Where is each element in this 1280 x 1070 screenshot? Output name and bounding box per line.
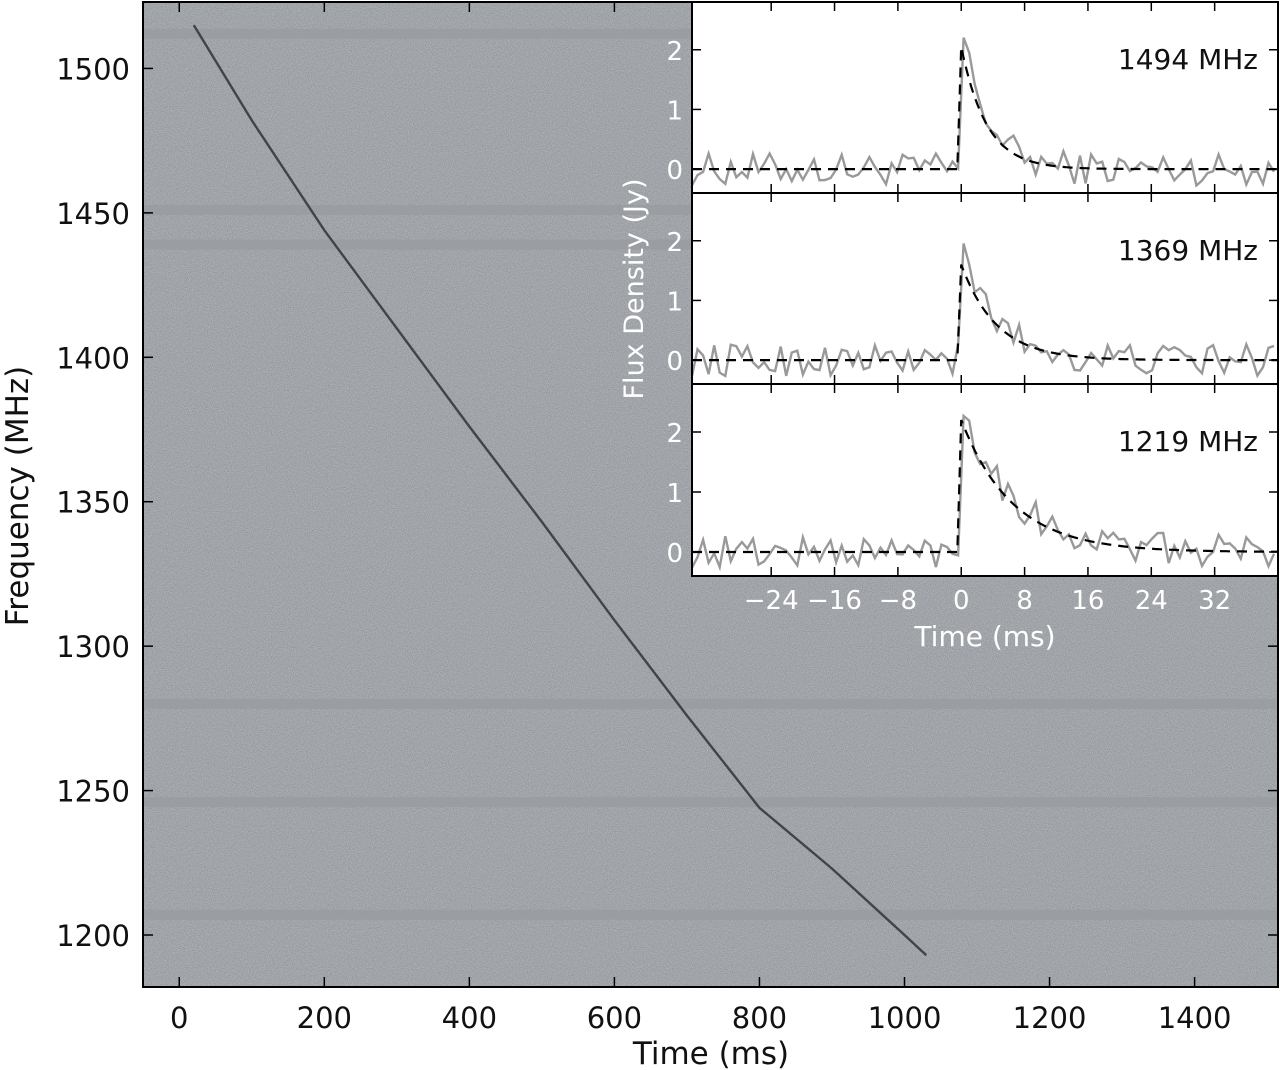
inset-y-tick-label: 0 [666,156,683,186]
inset-data-trace [692,37,1276,188]
inset-x-tick-label: 0 [953,586,970,616]
main-x-tick-label: 600 [587,1001,642,1035]
inset-y-tick-label: 0 [666,347,683,377]
main-x-axis-ticks: 0 200 400 600 800 1000 1200 1400 [170,2,1232,1035]
main-x-tick-label: 800 [732,1001,787,1035]
main-y-tick-label: 1500 [56,52,130,86]
inset-panel-label: 1219 MHz [1118,425,1258,458]
inset-model-fit [692,264,1278,362]
masked-channel-3 [143,698,1278,709]
inset-x-tick-label: 24 [1135,586,1168,616]
inset-y-tick-label: 1 [666,287,683,317]
inset-panel-label: 1494 MHz [1118,43,1258,76]
masked-channel-4 [143,797,1278,808]
inset-panels: 0 1 2 1494 MHz 0 1 2 1369 MHz 0 1 2 1219 MHz [666,1,1279,577]
main-x-tick-label: 200 [297,1001,352,1035]
inset-y-tick-label: 1 [666,479,683,509]
inset-y-tick-label: 2 [666,37,683,67]
main-y-tick-label: 1200 [56,919,130,953]
inset-x-tick-label: −24 [744,586,799,616]
inset-y-tick-label: 0 [666,539,683,569]
inset-panel-frame [691,383,1279,577]
main-x-tick-label: 1400 [1158,1001,1232,1035]
main-y-tick-label: 1350 [56,486,130,520]
inset-model-fit [692,46,1278,171]
main-y-tick-label: 1400 [56,341,130,375]
main-x-tick-label: 1000 [868,1001,942,1035]
inset-model-fit [692,419,1278,554]
main-x-tick-label: 0 [170,1001,188,1035]
inset-y-tick-label: 1 [666,96,683,126]
main-y-tick-label: 1250 [56,775,130,809]
main-x-tick-label: 1200 [1013,1001,1087,1035]
main-y-axis-label: Frequency (MHz) [0,366,36,627]
inset-x-tick-label: 16 [1071,586,1104,616]
inset-x-tick-label: −8 [879,586,917,616]
inset-background [692,2,1278,576]
inset-data-trace [692,243,1275,379]
inset-panel-label: 1369 MHz [1118,234,1258,267]
inset-y-tick-label: 2 [666,228,683,258]
main-y-tick-label: 1450 [56,197,130,231]
inset-panel-1: 0 1 2 1369 MHz [666,192,1279,385]
dispersed-burst-sweep [192,24,928,957]
main-y-tick-label: 1300 [56,630,130,664]
masked-channel-5 [143,909,1278,920]
inset-y-axis-label: Flux Density (Jy) [619,179,650,400]
inset-x-tick-label: −16 [807,586,862,616]
inset-panel-2: 0 1 2 1219 MHz [666,383,1279,577]
inset-data-trace [692,413,1276,572]
inset-x-tick-label: 8 [1016,586,1033,616]
inset-x-tick-label: 32 [1198,586,1231,616]
inset-x-axis-ticks: −24 −16 −8 0 8 16 24 32 [744,586,1231,616]
inset-x-axis-label: Time (ms) [913,620,1055,653]
inset-y-tick-label: 2 [666,419,683,449]
main-x-tick-label: 400 [442,1001,497,1035]
main-x-axis-label: Time (ms) [632,1036,789,1070]
inset-pulse-profiles: 0 1 2 1494 MHz 0 1 2 1369 MHz 0 1 2 1219 MHz −24 −16… [619,1,1279,653]
